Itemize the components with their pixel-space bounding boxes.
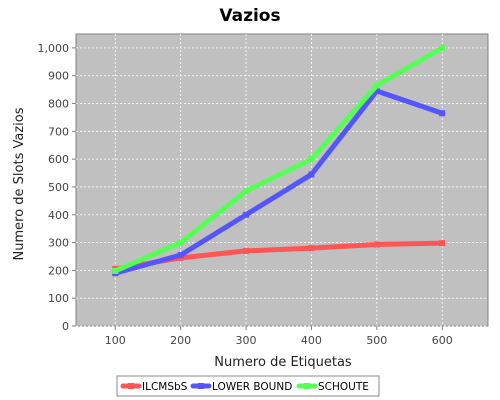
data-point-lower-bound bbox=[177, 252, 184, 259]
legend-item-ilcmsbs: ILCMSbS bbox=[120, 381, 188, 393]
legend-marker bbox=[198, 383, 204, 389]
y-axis-label: Numero de Slots Vazios bbox=[12, 107, 27, 260]
y-axis: 0 100 200 300 400 500 600 700 800 900 1,000 bbox=[38, 42, 76, 333]
plot-area bbox=[75, 33, 489, 327]
legend-item-schoute: SCHOUTE bbox=[296, 381, 369, 393]
y-tick-label: 300 bbox=[48, 237, 69, 250]
legend-box bbox=[116, 375, 380, 397]
y-tick-label: 200 bbox=[48, 264, 69, 277]
data-point-lower-bound bbox=[308, 171, 315, 178]
data-point-lower-bound bbox=[373, 88, 380, 95]
x-tick-label: 500 bbox=[366, 334, 387, 347]
y-tick-label: 100 bbox=[48, 292, 69, 305]
data-point-lower-bound bbox=[439, 110, 446, 117]
y-tick-label: 900 bbox=[48, 70, 69, 83]
chart-title: Vazios bbox=[219, 6, 280, 26]
legend-label: ILCMSbS bbox=[142, 381, 188, 393]
y-tick-label: 500 bbox=[48, 181, 69, 194]
data-point-schoute bbox=[112, 267, 119, 274]
series-line-schoute bbox=[112, 45, 445, 274]
legend-marker bbox=[128, 383, 134, 389]
legend-label: LOWER BOUND bbox=[212, 381, 292, 393]
data-point-ilcmsbs bbox=[439, 240, 446, 247]
legend-item-lower-bound: LOWER BOUND bbox=[190, 381, 292, 393]
legend: ILCMSbS LOWER BOUND SCHOUTE bbox=[116, 375, 380, 397]
x-tick-label: 400 bbox=[301, 334, 322, 347]
data-point-ilcmsbs bbox=[308, 245, 315, 252]
y-tick-label: 400 bbox=[48, 209, 69, 222]
y-tick-label: 700 bbox=[48, 125, 69, 138]
x-tick-label: 600 bbox=[432, 334, 453, 347]
data-point-schoute bbox=[373, 82, 380, 89]
data-point-schoute bbox=[177, 239, 184, 246]
y-tick-label: 1,000 bbox=[38, 42, 70, 55]
series-layer bbox=[112, 44, 446, 277]
y-tick-label: 800 bbox=[48, 98, 69, 111]
legend-label: SCHOUTE bbox=[318, 381, 369, 393]
series-line-lower-bound bbox=[112, 88, 445, 276]
data-point-lower-bound bbox=[243, 211, 250, 218]
x-axis: 100 200 300 400 500 600 bbox=[105, 326, 453, 347]
data-point-schoute bbox=[308, 156, 315, 163]
x-axis-label: Numero de Etiquetas bbox=[214, 355, 352, 370]
y-tick-label: 600 bbox=[48, 153, 69, 166]
data-point-ilcmsbs bbox=[373, 241, 380, 248]
data-point-schoute bbox=[243, 188, 250, 195]
legend-marker bbox=[304, 383, 310, 389]
x-tick-label: 300 bbox=[236, 334, 257, 347]
x-tick-label: 100 bbox=[105, 334, 126, 347]
x-tick-label: 200 bbox=[170, 334, 191, 347]
data-point-ilcmsbs bbox=[243, 247, 250, 254]
data-point-schoute bbox=[439, 44, 446, 51]
y-tick-label: 0 bbox=[62, 320, 69, 333]
series-schoute bbox=[112, 44, 446, 274]
